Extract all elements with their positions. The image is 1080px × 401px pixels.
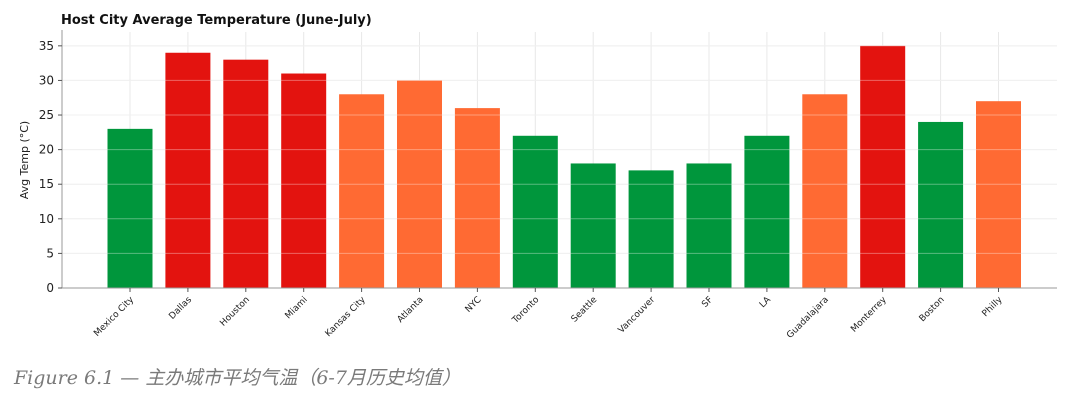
y-tick-label: 25	[39, 108, 54, 122]
y-axis-ticks: 0 5 10 15 20 25 30 35	[39, 39, 62, 295]
axes	[61, 30, 1057, 289]
x-axis-ticks: Mexico City Dallas Houston Miami Kansas City…	[92, 288, 1005, 341]
x-tick-label: Toronto	[510, 295, 542, 327]
bar	[339, 94, 385, 289]
x-tick-label: NYC	[464, 295, 484, 315]
bar	[397, 80, 442, 288]
bar	[107, 128, 153, 288]
bar	[512, 135, 558, 288]
bar	[686, 163, 732, 288]
y-tick-label: 10	[39, 212, 54, 226]
x-tick-label: Vancouver	[617, 295, 658, 336]
x-tick-label: Guadalajara	[785, 295, 831, 341]
bar	[454, 108, 500, 288]
grid-lines	[62, 32, 1057, 289]
bars	[62, 45, 1057, 289]
bar	[223, 59, 269, 288]
bar	[281, 73, 327, 288]
bar	[744, 135, 790, 288]
x-tick-label: LA	[758, 294, 774, 310]
bar	[860, 45, 906, 289]
bar-chart: Host City Average Temperature (June-July…	[18, 13, 1057, 341]
figure-caption: Figure 6.1 — 主办城市平均气温（6-7月历史均值）	[14, 367, 461, 389]
chart-title: Host City Average Temperature (June-July…	[61, 13, 372, 28]
x-tick-label: Monterrey	[849, 295, 889, 335]
y-tick-label: 20	[39, 143, 54, 157]
y-tick-label: 0	[46, 281, 54, 295]
x-tick-label: Seattle	[570, 295, 600, 325]
bar	[628, 170, 674, 288]
y-tick-label: 5	[46, 246, 54, 260]
x-tick-label: SF	[700, 295, 715, 310]
x-tick-label: Atlanta	[396, 295, 426, 325]
x-tick-label: Dallas	[167, 295, 194, 322]
x-tick-label: Miami	[284, 295, 310, 321]
y-tick-label: 35	[39, 39, 54, 53]
bar	[570, 163, 616, 288]
bar	[918, 121, 964, 288]
y-axis-label: Avg Temp (°C)	[18, 121, 31, 199]
bar	[976, 101, 1021, 289]
x-tick-label: Philly	[981, 295, 1005, 319]
x-tick-label: Mexico City	[92, 295, 136, 339]
x-tick-label: Boston	[918, 295, 947, 324]
y-tick-label: 30	[39, 73, 54, 87]
x-tick-label: Houston	[218, 295, 252, 329]
bar	[802, 94, 848, 289]
bar	[165, 52, 211, 288]
x-tick-label: Kansas City	[324, 295, 369, 340]
y-tick-label: 15	[39, 177, 54, 191]
